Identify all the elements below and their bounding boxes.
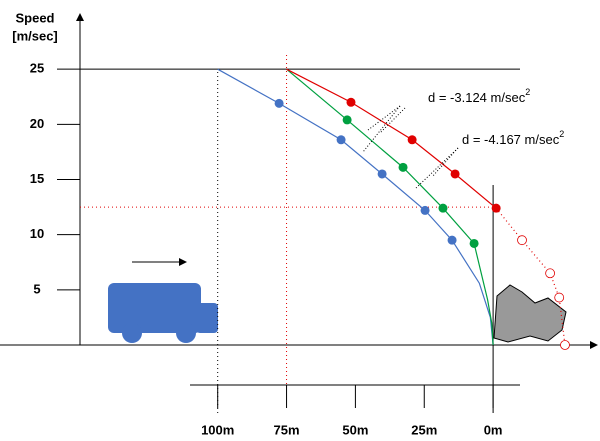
data-point [554,292,565,303]
y-tick-label: 10 [30,226,44,241]
data-point [469,238,479,248]
y-tick-label: 5 [33,281,40,296]
leader-line [431,147,459,178]
annotations: d = -3.124 m/sec2 d = -4.167 m/sec2 [362,87,564,189]
x-tick-label: 100m [201,422,234,437]
x-tick-label: 25m [411,422,437,437]
y-tick-label: 25 [30,61,44,76]
series-line [286,68,494,346]
data-point [420,205,430,215]
annotation: d = -4.167 m/sec2 [462,129,564,147]
data-point [377,169,387,179]
y-tick-label: 20 [30,116,44,131]
annotation-sup: 2 [559,129,564,139]
data-point [545,268,556,279]
data-point [450,169,460,179]
obstacle [493,284,567,343]
data-point [346,97,356,107]
data-point [560,340,570,350]
y-tick-label: 15 [30,171,44,186]
x-tick-label: 50m [342,422,368,437]
data-point [447,235,457,245]
data-point [517,235,527,246]
annotation-text: d = -3.124 m/sec [428,90,526,105]
y-axis-label: [m/sec] [12,28,58,43]
truck [108,258,218,343]
x-tick-label: 75m [274,422,300,437]
x-tick-label: 0m [484,422,503,437]
annotation-text: d = -4.167 m/sec [462,132,560,147]
annotation-sup: 2 [525,87,530,97]
leader-line [362,105,401,153]
leader-line [367,105,401,131]
data-point [407,135,417,145]
annotation: d = -3.124 m/sec2 [428,87,530,105]
series-line [217,68,494,346]
data-point [274,98,284,108]
data-point [336,135,346,145]
leader-line [415,147,459,189]
data-point [342,115,352,125]
y-axis-label: Speed [15,10,54,25]
data-point [398,162,408,172]
data-point [438,203,448,213]
